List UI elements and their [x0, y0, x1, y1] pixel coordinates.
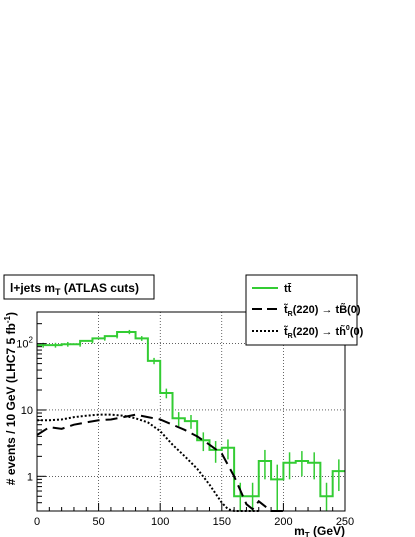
chart-title: l+jets mT (ATLAS cuts)	[10, 281, 139, 297]
title-frame	[3, 274, 155, 300]
plot-frame	[36, 311, 346, 512]
legend-frame	[245, 274, 358, 346]
series-bino-line	[36, 413, 284, 512]
x-tick-label: 0	[34, 516, 40, 528]
x-tick-label: 100	[151, 516, 169, 528]
chart-title-box: l+jets mT (ATLAS cuts)	[3, 274, 155, 300]
legend-label-bino: t̃R(220) → tB̃(0)	[284, 303, 361, 318]
y-tick-label: 1	[27, 471, 33, 483]
x-tick-label: 250	[336, 516, 354, 528]
series-layer	[36, 329, 345, 512]
series-higgsino-line	[37, 413, 259, 512]
legend-label-higgsino: t̃R(220) → th̃0(0)	[284, 325, 364, 340]
y-axis-title: # events / 10 GeV (LHC7 5 fb-1)	[3, 312, 18, 485]
x-axis-title: mT (GeV)	[294, 524, 345, 537]
legend: tt̄ t̃R(220) → tB̃(0) t̃R(220) → th̃0(0)	[245, 274, 364, 346]
x-tick-label: 150	[213, 516, 231, 528]
legend-label-ttbar: tt̄	[284, 283, 292, 295]
x-tick-label: 50	[92, 516, 104, 528]
y-tick-label: 10	[21, 405, 33, 417]
x-tick-label: 200	[274, 516, 292, 528]
